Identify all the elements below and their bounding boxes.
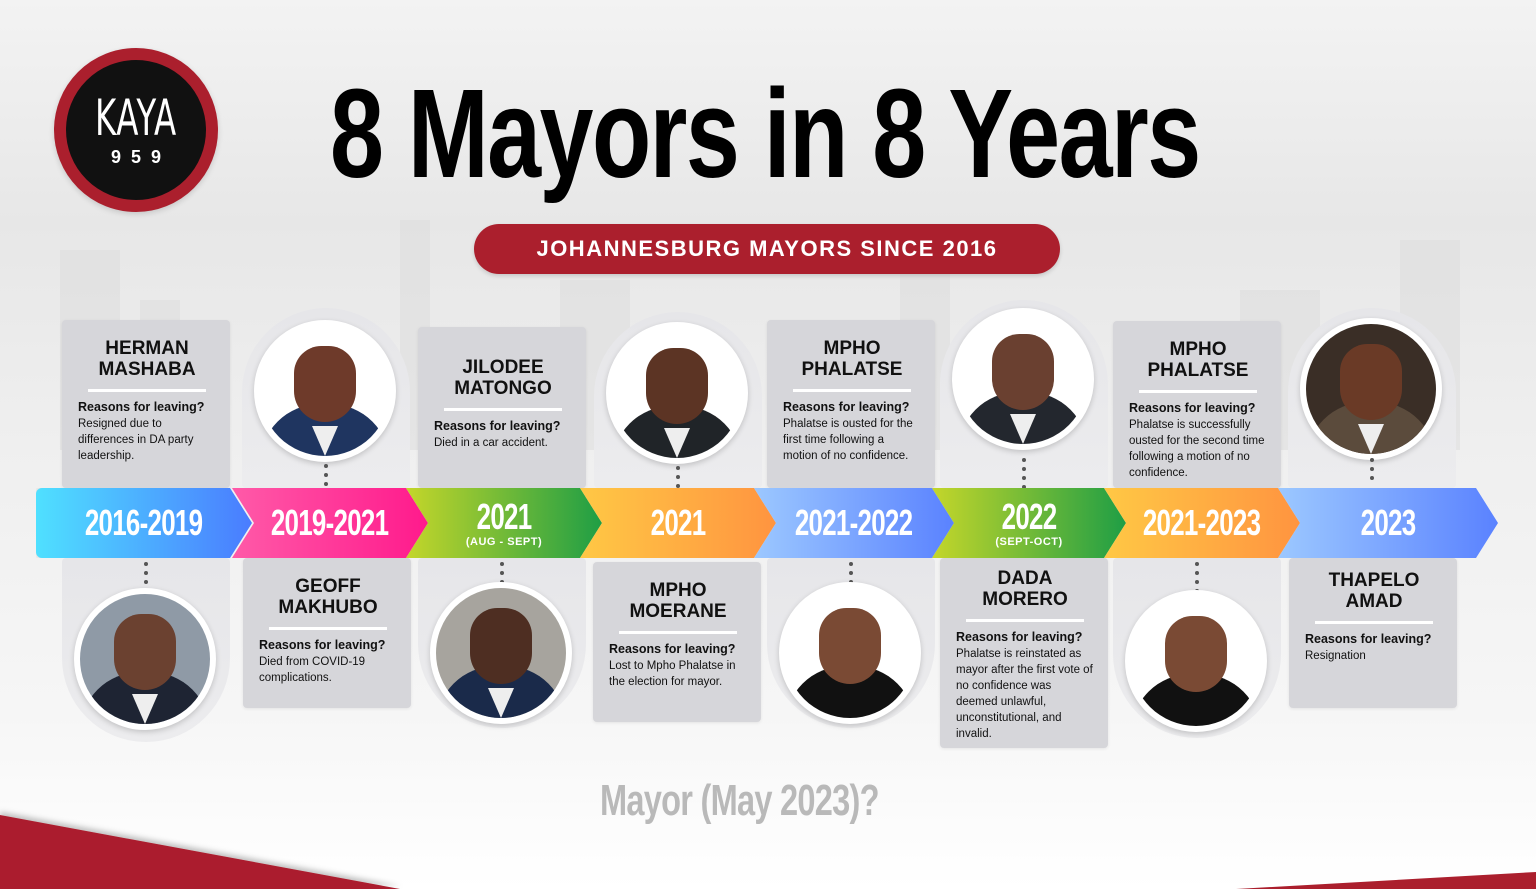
photo-holder	[1288, 308, 1456, 488]
divider	[1139, 390, 1257, 393]
timeline-segment-2021-aug-sept: 2021 (AUG - SEPT)	[406, 488, 602, 558]
mayor-card-herman-mashaba: HERMAN MASHABA Reasons for leaving? Resi…	[62, 320, 230, 488]
timeline-segment-2021: 2021	[580, 488, 776, 558]
mayor-card-jilodee-matongo: JILODEE MATONGO Reasons for leaving? Die…	[418, 327, 586, 488]
reason-label: Reasons for leaving?	[259, 638, 386, 652]
reason-text: Died from COVID-19 complications.	[259, 656, 366, 684]
connector-dots	[676, 466, 680, 488]
page-title: 8 Mayors in 8 Years	[330, 63, 1201, 204]
mayor-name: DADA MORERO	[982, 568, 1068, 610]
divider	[1315, 621, 1433, 624]
mayor-photo-dada-morero	[952, 308, 1094, 450]
reason-label: Reasons for leaving?	[1129, 401, 1256, 415]
photo-holder	[1113, 558, 1281, 738]
mayor-card-mpho-phalatse-1: MPHO PHALATSE Reasons for leaving? Phala…	[767, 320, 935, 488]
reason-label: Reasons for leaving?	[434, 419, 561, 433]
connector-dots	[1195, 562, 1199, 593]
reason-text: Phalatse is ousted for the first time fo…	[783, 418, 913, 462]
photo-holder	[767, 558, 935, 728]
timeline-segment-2023: 2023	[1278, 488, 1498, 558]
photo-holder	[418, 558, 586, 728]
mayor-card-geoff-makhubo: GEOFF MAKHUBO Reasons for leaving? Died …	[243, 558, 411, 708]
mayor-name: HERMAN MASHABA	[98, 338, 196, 380]
photo-holder	[62, 558, 230, 742]
connector-dots	[1022, 458, 1026, 489]
mayor-photo-thapelo-amad	[1300, 318, 1442, 460]
logo-wordmark: KAYA	[95, 88, 177, 147]
mayor-photo-mpho-moerane	[606, 322, 748, 464]
divider	[793, 389, 911, 392]
connector-dots	[849, 562, 853, 584]
mayor-name: MPHO MOERANE	[629, 580, 727, 622]
reason-label: Reasons for leaving?	[783, 400, 910, 414]
reason-label: Reasons for leaving?	[609, 642, 736, 656]
reason-text: Resignation	[1305, 650, 1366, 662]
mayor-photo-herman-mashaba	[74, 588, 216, 730]
timeline-segment-2022-sept-oct: 2022 (SEPT-OCT)	[932, 488, 1126, 558]
divider	[444, 408, 562, 411]
mayor-card-mpho-moerane: MPHO MOERANE Reasons for leaving? Lost t…	[593, 562, 761, 722]
connector-dots	[324, 464, 328, 486]
photo-holder	[594, 312, 762, 488]
mayor-photo-mpho-phalatse-1	[779, 582, 921, 724]
kaya-959-logo: KAYA 959	[54, 48, 218, 212]
mayor-card-dada-morero: DADA MORERO Reasons for leaving? Phalats…	[940, 558, 1108, 748]
mayor-name: MPHO PHALATSE	[1147, 339, 1249, 381]
logo-frequency: 959	[110, 146, 172, 167]
reason-text: Died in a car accident.	[434, 437, 548, 449]
timeline-segment-2021-2022: 2021-2022	[754, 488, 954, 558]
mayor-name: MPHO PHALATSE	[801, 338, 903, 380]
mayor-name: THAPELO AMAD	[1328, 570, 1420, 612]
mayor-photo-mpho-phalatse-2	[1125, 590, 1267, 732]
photo-holder	[940, 300, 1108, 489]
reason-label: Reasons for leaving?	[1305, 632, 1432, 646]
reason-text: Lost to Mpho Phalatse in the election fo…	[609, 660, 736, 688]
divider	[269, 627, 387, 630]
subtitle-banner: JOHANNESBURG MAYORS SINCE 2016	[474, 224, 1060, 274]
divider	[966, 619, 1084, 622]
timeline-segment-2019-2021: 2019-2021	[232, 488, 428, 558]
reason-label: Reasons for leaving?	[78, 400, 205, 414]
timeline-segment-2021-2023: 2021-2023	[1104, 488, 1300, 558]
divider	[88, 389, 206, 392]
timeline-segment-2016-2019: 2016-2019	[36, 488, 252, 558]
photo-holder	[242, 308, 410, 488]
mayor-card-thapelo-amad: THAPELO AMAD Reasons for leaving? Resign…	[1289, 558, 1457, 708]
connector-dots	[1370, 458, 1374, 480]
timeline-bar: 2016-2019 2019-2021 2021 (AUG - SEPT) 20…	[36, 488, 1506, 558]
connector-dots	[500, 562, 504, 584]
mayor-name: GEOFF MAKHUBO	[278, 576, 378, 618]
reason-label: Reasons for leaving?	[956, 630, 1083, 644]
mayor-photo-geoff-makhubo	[254, 320, 396, 462]
mayor-card-mpho-phalatse-2: MPHO PHALATSE Reasons for leaving? Phala…	[1113, 321, 1281, 488]
mayor-photo-jilodee-matongo	[430, 582, 572, 724]
reason-text: Phalatse is reinstated as mayor after th…	[956, 648, 1093, 740]
divider	[619, 631, 737, 634]
mayor-name: JILODEE MATONGO	[454, 357, 552, 399]
footer-question: Mayor (May 2023)?	[600, 776, 880, 825]
reason-text: Phalatse is successfully ousted for the …	[1129, 419, 1265, 479]
reason-text: Resigned due to differences in DA party …	[78, 418, 194, 462]
